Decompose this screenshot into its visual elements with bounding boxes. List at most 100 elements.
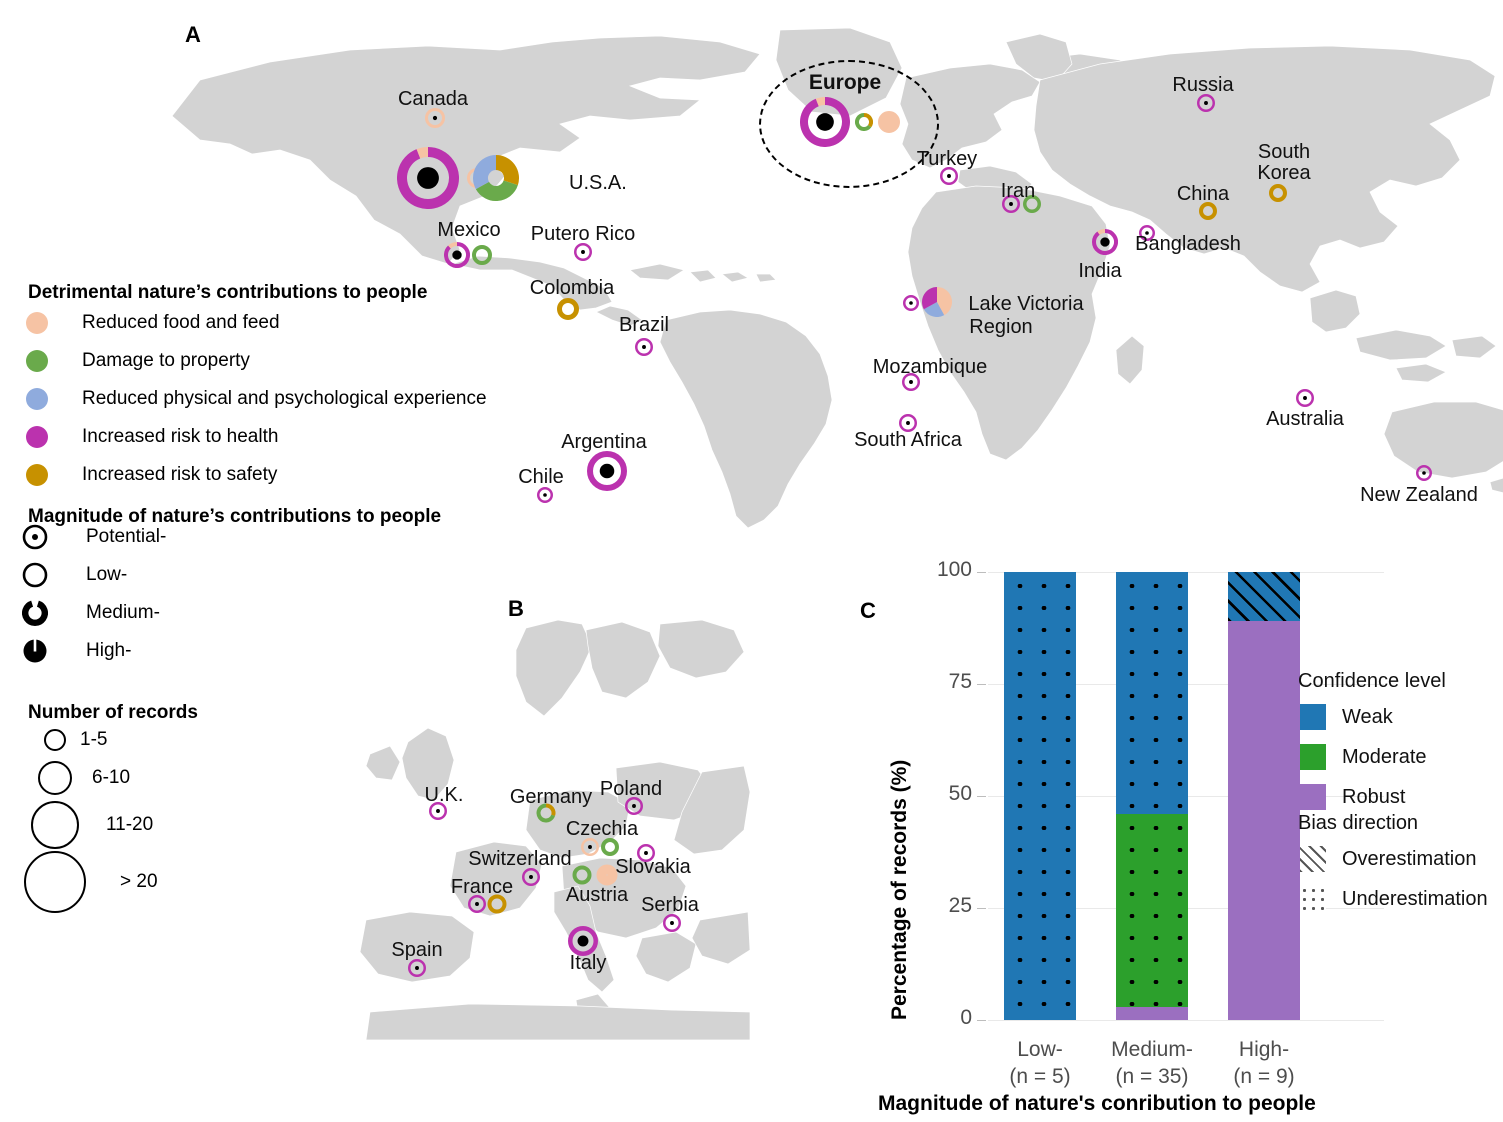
legend-confidence-title: Confidence level xyxy=(1298,670,1446,692)
map-marker-mexico-grn xyxy=(472,245,492,265)
europe-map xyxy=(330,620,750,1040)
map-marker-bangladesh xyxy=(1139,225,1155,241)
legend-ncp-item-experience: Reduced physical and psychological exper… xyxy=(26,388,487,410)
records-size-circle xyxy=(24,851,86,913)
legend-magnitude-label: High- xyxy=(86,640,132,661)
map-marker-iran xyxy=(1002,195,1020,213)
map-marker-australia xyxy=(1296,389,1314,407)
legend-ncp-label: Reduced food and feed xyxy=(82,312,280,333)
map-label-india: India xyxy=(1078,260,1122,282)
map-marker-puerto-rico xyxy=(574,243,592,261)
map-marker-uk xyxy=(429,802,447,820)
x-tick-low: Low- (n = 5) xyxy=(972,1036,1108,1090)
europe-inset-ellipse xyxy=(759,60,939,188)
map-label-korea: Korea xyxy=(1257,162,1311,184)
legend-swatch-moderate xyxy=(1300,744,1326,770)
records-size-circle xyxy=(44,729,66,751)
magnitude-glyph-high xyxy=(22,638,48,664)
map-marker-new-zealand xyxy=(1416,465,1432,481)
map-label-canada: Canada xyxy=(397,88,469,110)
legend-records-item-11-20: 11-20 xyxy=(24,801,153,849)
legend-pattern-hatch xyxy=(1300,846,1326,872)
map-marker-mexico xyxy=(444,242,470,268)
x-axis-title: Magnitude of nature's conribution to peo… xyxy=(878,1092,1316,1115)
map-marker-canada xyxy=(425,108,445,128)
map-label-austria: Austria xyxy=(565,884,629,906)
map-marker-usa-main xyxy=(397,147,459,209)
map-label-switzerland: Switzerland xyxy=(468,848,572,870)
map-label-putero-rico: Putero Rico xyxy=(530,223,636,245)
map-label-mozambique: Mozambique xyxy=(872,356,988,378)
map-marker-colombia xyxy=(557,298,579,320)
map-marker-italy xyxy=(568,926,598,956)
map-label-bangladesh: Bangladesh xyxy=(1135,233,1241,255)
legend-confidence-label: Robust xyxy=(1342,785,1406,808)
y-tickmark-0 xyxy=(977,1020,986,1022)
map-label-serbia: Serbia xyxy=(641,894,699,916)
y-tickmark-75 xyxy=(977,684,986,686)
legend-magnitude-item-medium: Medium- xyxy=(22,600,160,626)
legend-magnitude-label: Potential- xyxy=(86,526,167,547)
y-axis-title: Percentage of records (%) xyxy=(888,759,911,1020)
map-label-u-s-a: U.S.A. xyxy=(569,172,627,194)
legend-records-item-20: > 20 xyxy=(24,851,158,913)
y-tick-50: 50 xyxy=(948,782,972,805)
legend-ncp-title: Detrimental nature’s contributions to pe… xyxy=(28,282,428,303)
map-marker-argentina xyxy=(587,451,627,491)
map-marker-france-gold xyxy=(487,894,507,914)
x-tick-label-medium: Medium- xyxy=(1111,1038,1193,1061)
legend-magnitude-title: Magnitude of nature’s contributions to p… xyxy=(28,506,442,527)
map-marker-austria-grn xyxy=(572,865,592,885)
map-label-slovakia: Slovakia xyxy=(615,856,691,878)
legend-records-label: 1-5 xyxy=(80,729,108,750)
legend-swatch-food xyxy=(26,312,48,334)
legend-confidence-item-moderate: Moderate xyxy=(1300,744,1427,770)
bar-high xyxy=(1228,572,1300,1020)
legend-records-label: > 20 xyxy=(120,871,158,892)
map-label-italy: Italy xyxy=(569,952,607,974)
legend-ncp-item-health: Increased risk to health xyxy=(26,426,278,448)
legend-records-item-6-10: 6-10 xyxy=(24,761,130,795)
x-tick-medium: Medium- (n = 35) xyxy=(1084,1036,1220,1090)
map-label-russia: Russia xyxy=(1172,74,1234,96)
map-label-australia: Australia xyxy=(1266,408,1344,430)
legend-records-label: 11-20 xyxy=(106,814,154,835)
map-label-china: China xyxy=(1176,183,1230,205)
legend-pattern-dots xyxy=(1300,886,1326,912)
legend-ncp-label: Increased risk to health xyxy=(82,426,279,447)
panel-letter-b: B xyxy=(508,596,524,621)
x-tick-high: High- (n = 9) xyxy=(1196,1036,1332,1090)
map-marker-usa-donut xyxy=(473,155,519,201)
map-label-argentina: Argentina xyxy=(561,431,647,453)
legend-bias-label: Overestimation xyxy=(1342,847,1477,870)
legend-swatch-health xyxy=(26,426,48,448)
legend-ncp-item-property: Damage to property xyxy=(26,350,250,372)
x-tick-label-high: High- xyxy=(1238,1038,1290,1061)
gridline-0 xyxy=(988,1020,1384,1022)
legend-ncp-item-safety: Increased risk to safety xyxy=(26,464,277,486)
y-tickmark-100 xyxy=(977,572,986,574)
map-marker-slovakia xyxy=(637,844,655,862)
stacked-bar-chart: Percentage of records (%) 0 25 50 75 100 Low… xyxy=(870,558,1490,1120)
map-marker-poland xyxy=(625,797,643,815)
map-label-south: South xyxy=(1257,141,1311,163)
map-label-u-k: U.K. xyxy=(424,784,464,806)
map-marker-austria-pch xyxy=(596,864,618,886)
bar-segment-medium-weak xyxy=(1116,572,1188,814)
map-marker-czechia-grn xyxy=(601,838,619,856)
map-marker-germany xyxy=(536,803,556,823)
map-marker-europe-peach xyxy=(878,111,900,133)
legend-magnitude-item-low: Low- xyxy=(22,562,127,588)
legend-swatch-safety xyxy=(26,464,48,486)
legend-ncp-label: Damage to property xyxy=(82,350,250,371)
y-tick-75: 75 xyxy=(948,670,972,693)
map-marker-lakevic-pie xyxy=(922,287,952,317)
panel-letter-a: A xyxy=(185,22,201,47)
x-tick-sublabel-high: (n = 9) xyxy=(1233,1065,1295,1088)
legend-ncp-label: Reduced physical and psychological exper… xyxy=(82,388,487,409)
world-map xyxy=(160,20,1503,530)
map-marker-brazil xyxy=(635,338,653,356)
map-marker-india xyxy=(1092,229,1118,255)
legend-confidence-item-weak: Weak xyxy=(1300,704,1393,730)
map-label-poland: Poland xyxy=(599,778,663,800)
